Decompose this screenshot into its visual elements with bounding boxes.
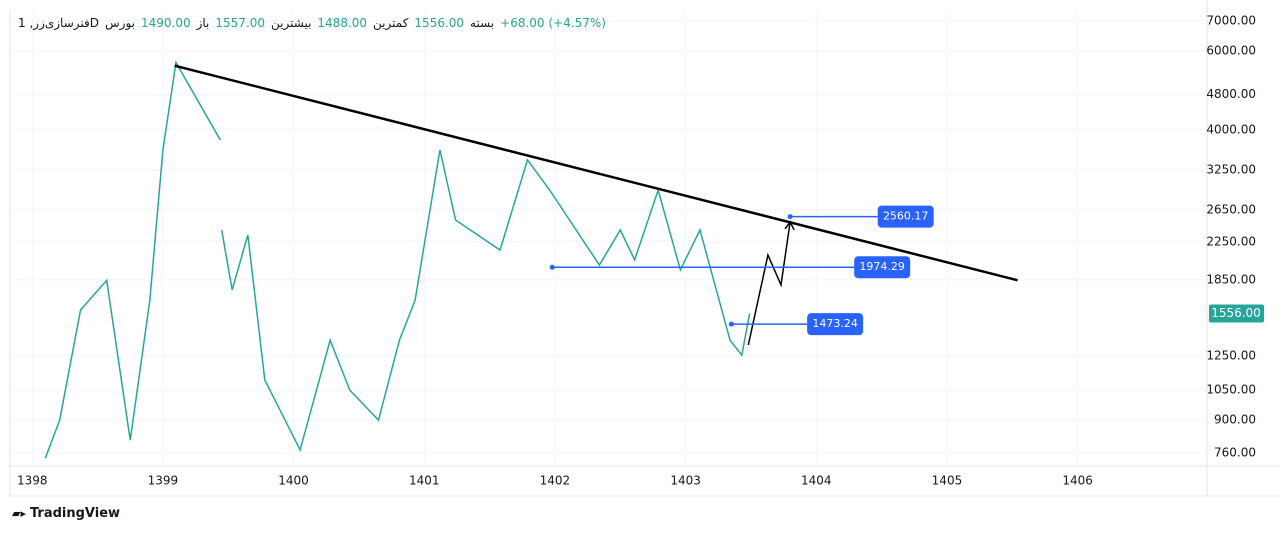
x-tick-label: 1404 bbox=[801, 474, 832, 488]
brand-text: TradingView bbox=[29, 506, 121, 521]
symbol[interactable]: فنرسازی‌زر, 1D bbox=[18, 16, 99, 30]
x-tick-label: 1398 bbox=[17, 474, 48, 488]
change: +68.00 (+4.57%) bbox=[500, 16, 606, 30]
y-tick-label: 6000.00 bbox=[1206, 43, 1256, 57]
level-label: 1473.24 bbox=[812, 317, 858, 330]
y-tick-label: 900.00 bbox=[1214, 413, 1256, 427]
y-tick-label: 2250.00 bbox=[1206, 234, 1256, 248]
last-price-tag bbox=[1209, 304, 1264, 323]
level-label-box bbox=[854, 256, 911, 279]
open-value: 1490.00 bbox=[140, 16, 191, 30]
open-label: باز bbox=[196, 16, 210, 30]
level-anchor bbox=[787, 214, 793, 220]
y-tick-label: 1250.00 bbox=[1206, 349, 1256, 363]
header: فنرسازی‌زر, 1D بورس 1490.00 باز 1557.00 بی… bbox=[18, 16, 606, 30]
y-tick-label: 2650.00 bbox=[1206, 202, 1256, 216]
x-tick-label: 1399 bbox=[148, 474, 179, 488]
brand[interactable]: ▰▸ TradingView bbox=[12, 506, 121, 521]
y-tick-label: 760.00 bbox=[1214, 446, 1256, 460]
level-anchor bbox=[549, 264, 555, 270]
y-tick-label: 4800.00 bbox=[1206, 87, 1256, 101]
arrow-head bbox=[784, 220, 795, 231]
high-value: 1557.00 bbox=[215, 16, 266, 30]
close-label: بسته bbox=[470, 16, 495, 30]
low-label: کمترین bbox=[373, 16, 409, 30]
projection-path bbox=[747, 221, 791, 346]
high-label: بیشترین bbox=[271, 16, 312, 30]
level-anchor bbox=[728, 321, 734, 327]
trendline bbox=[174, 64, 1018, 282]
x-tick-label: 1405 bbox=[932, 474, 963, 488]
x-tick-label: 1402 bbox=[540, 474, 571, 488]
y-tick-label: 1050.00 bbox=[1206, 383, 1256, 397]
x-tick-label: 1401 bbox=[409, 474, 440, 488]
exchange: بورس bbox=[105, 16, 135, 30]
low-value: 1488.00 bbox=[317, 16, 368, 30]
x-tick-label: 1406 bbox=[1062, 474, 1093, 488]
level-label: 1974.29 bbox=[859, 260, 905, 273]
y-tick-label: 4000.00 bbox=[1206, 122, 1256, 136]
price-line bbox=[44, 60, 751, 459]
last-price-label: 1556.00 bbox=[1211, 306, 1261, 320]
y-tick-label: 3250.00 bbox=[1206, 163, 1256, 177]
x-tick-label: 1403 bbox=[670, 474, 701, 488]
y-tick-label: 7000.00 bbox=[1206, 13, 1256, 27]
x-tick-label: 1400 bbox=[278, 474, 309, 488]
level-label: 2560.17 bbox=[883, 210, 929, 223]
y-tick-label: 1850.00 bbox=[1206, 272, 1256, 286]
level-label-box bbox=[807, 313, 864, 336]
close-value: 1556.00 bbox=[414, 16, 465, 30]
level-label-box bbox=[877, 205, 934, 228]
